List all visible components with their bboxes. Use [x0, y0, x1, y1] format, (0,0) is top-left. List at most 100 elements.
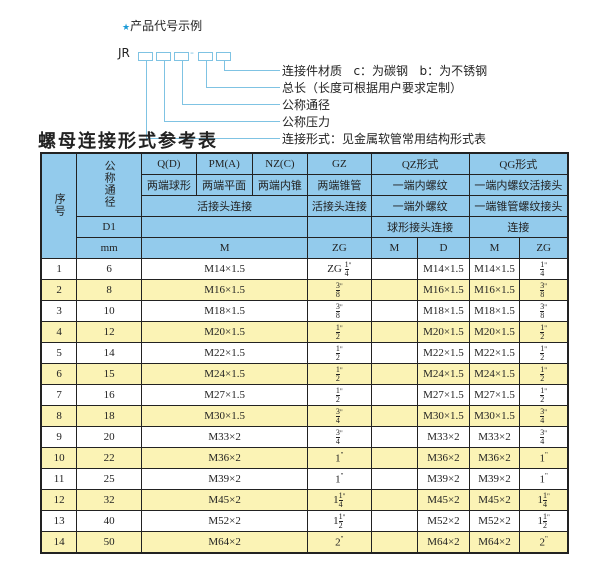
header-d1: D1: [76, 216, 143, 238]
cell-qg-m: M39×2: [468, 468, 521, 490]
cell-m: M64×2: [141, 531, 309, 554]
inch-mark: ": [339, 386, 343, 395]
fraction-numerator: 3: [335, 280, 340, 291]
cell-qg-zg: 1 2 ": [519, 384, 569, 406]
cell-no: 14: [40, 531, 78, 554]
cell-qz-d: M33×2: [417, 426, 470, 448]
cell-no: 1: [40, 258, 78, 280]
nut-connection-table: 序号 公称通径 Q(D) PM(A) NZ(C) GZ QZ形式 QG形式 两端…: [40, 152, 569, 554]
cell-m: M52×2: [141, 510, 309, 532]
size-whole: 1: [333, 514, 339, 527]
fraction-denominator: 8: [540, 310, 545, 320]
fraction-denominator: 2: [335, 352, 340, 362]
table-row: 12 32 M45×2 1 1 4 " M45×2 M45×2 1 1 4 ": [40, 489, 569, 511]
inch-mark: ": [544, 407, 548, 416]
fraction-denominator: 2: [542, 520, 547, 530]
cell-qz-d: M24×1.5: [417, 363, 470, 385]
inch-mark: ": [339, 302, 343, 311]
fraction-numerator: 1: [540, 322, 545, 333]
inch-mark: ": [544, 344, 548, 353]
cell-dn: 12: [76, 321, 143, 343]
cell-qz-d: M27×1.5: [417, 384, 470, 406]
label-pressure: 公称压力: [282, 115, 331, 129]
cell-qz-d: M22×1.5: [417, 342, 470, 364]
cell-qg-m: M22×1.5: [468, 342, 521, 364]
fraction-numerator: 1: [344, 259, 349, 270]
size-whole: 1: [335, 473, 341, 486]
header-nz: NZ(C): [251, 152, 309, 175]
header-qg-zg: ZG: [519, 237, 569, 259]
inch-mark: ": [340, 535, 344, 544]
size-whole: 1: [539, 473, 545, 486]
label-connection: 连接形式：见金属软管常用结构形式表: [282, 132, 487, 146]
inch-mark: ": [544, 260, 548, 269]
cell-qg-zg: 1 4 ": [519, 258, 569, 280]
cell-m: M39×2: [141, 468, 309, 490]
cell-m: M36×2: [141, 447, 309, 469]
table-title: 螺母连接形式参考表: [38, 131, 218, 152]
cell-m: M20×1.5: [141, 321, 309, 343]
cell-no: 13: [40, 510, 78, 532]
cell-zg: 3 4 ": [307, 426, 372, 448]
cell-no: 7: [40, 384, 78, 406]
size-prefix: ZG: [327, 262, 342, 275]
header-qz-desc2: 一端外螺纹: [370, 195, 470, 217]
table-row: 10 22 M36×2 1" M36×2 M36×2 1": [40, 447, 569, 469]
fraction-numerator: 3: [335, 427, 340, 438]
cell-dn: 10: [76, 300, 143, 322]
header-qg: QG形式: [468, 152, 569, 175]
cell-zg: ZG 1 4 ": [307, 258, 372, 280]
header-qg-desc3: 连接: [468, 216, 569, 238]
table-row: 5 14 M22×1.5 1 2 " M22×1.5 M22×1.5 1 2 ": [40, 342, 569, 364]
fraction-denominator: 4: [335, 415, 340, 425]
cell-qz-m: [370, 258, 419, 280]
header-zg: ZG: [307, 237, 372, 259]
inch-mark: ": [339, 323, 343, 332]
code-box-diameter: [174, 52, 189, 61]
size-whole: 2: [539, 536, 545, 549]
cell-no: 2: [40, 279, 78, 301]
cell-dn: 16: [76, 384, 143, 406]
cell-qg-zg: 1 1 2 ": [519, 510, 569, 532]
inch-mark: ": [339, 365, 343, 374]
table-row: 7 16 M27×1.5 1 2 " M27×1.5 M27×1.5 1 2 ": [40, 384, 569, 406]
code-box-connection: [138, 52, 153, 61]
cell-m: M18×1.5: [141, 300, 309, 322]
header-pm-desc: 两端平面: [195, 174, 253, 196]
inch-mark: ": [544, 323, 548, 332]
cell-dn: 22: [76, 447, 143, 469]
cell-qg-m: M20×1.5: [468, 321, 521, 343]
cell-qg-m: M64×2: [468, 531, 521, 554]
inch-mark: ": [544, 302, 548, 311]
header-m: M: [141, 237, 309, 259]
header-gz: GZ: [307, 152, 372, 175]
cell-no: 3: [40, 300, 78, 322]
fraction-denominator: 2: [335, 373, 340, 383]
fraction-denominator: 2: [338, 520, 343, 530]
inch-mark: ": [546, 512, 550, 521]
inch-mark: ": [544, 451, 548, 460]
fraction-numerator: 1: [338, 511, 343, 522]
inch-mark: ": [339, 428, 343, 437]
fraction-denominator: 4: [338, 499, 343, 509]
inch-mark: ": [342, 512, 346, 521]
cell-zg: 1": [307, 468, 372, 490]
cell-qg-m: M16×1.5: [468, 279, 521, 301]
fraction-numerator: 3: [540, 427, 545, 438]
cell-m: M33×2: [141, 426, 309, 448]
header-seq: 序号: [40, 152, 78, 259]
header-blank: [141, 216, 309, 238]
cell-dn: 15: [76, 363, 143, 385]
cell-no: 10: [40, 447, 78, 469]
size-whole: 1: [539, 452, 545, 465]
cell-qg-m: M45×2: [468, 489, 521, 511]
header-union: 活接头连接: [141, 195, 309, 217]
